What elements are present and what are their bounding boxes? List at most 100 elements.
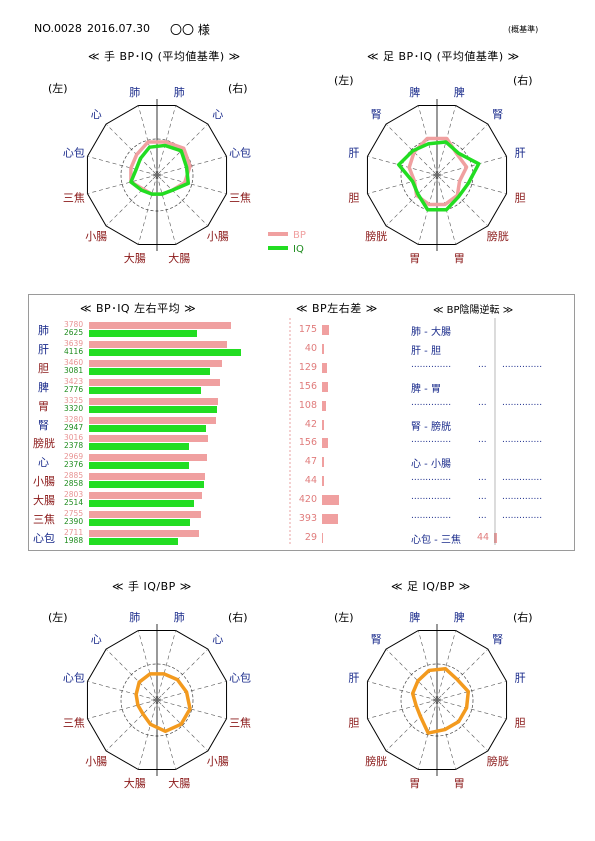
- row-label: 心包: [33, 531, 55, 545]
- row-diff-value: 129: [298, 361, 317, 373]
- row-iq-value: 3081: [64, 365, 84, 375]
- reversal-bar: [494, 532, 497, 543]
- row-iq-bar: [89, 405, 217, 413]
- radar-spoke: [156, 699, 176, 770]
- radar-spoke: [156, 699, 227, 719]
- row-iq-bar: [89, 462, 189, 470]
- hand-ratio-right: (右): [228, 611, 248, 624]
- radar-axis-label: 肝: [515, 672, 526, 685]
- row-diff-bar: [322, 476, 324, 487]
- row-diff-bar: [322, 532, 323, 543]
- row-label: 脾: [38, 380, 49, 394]
- hand-ratio-left: (左): [48, 611, 68, 624]
- reversal-dots-short: ...: [478, 511, 487, 521]
- radar-center-mark: [432, 699, 438, 705]
- radar-axis-label: 胆: [348, 716, 359, 729]
- row-iq-bar: [89, 519, 190, 526]
- reversal-dots: ..............: [411, 397, 452, 408]
- header-note: (概基準): [508, 25, 539, 34]
- row-bp-bar: [89, 359, 222, 367]
- reversal-dots-right: ..............: [502, 492, 543, 503]
- hand-ratio-title: ≪ 手 IQ/BP ≫: [112, 580, 192, 593]
- row-diff-value: 40: [304, 342, 317, 354]
- radar-center-mark: [436, 174, 442, 180]
- radar-series-ratio: [410, 666, 471, 735]
- hand-bpiq-right: (右): [228, 82, 248, 95]
- radar-spoke: [138, 174, 158, 245]
- radar-spoke: [436, 699, 507, 719]
- radar-spoke: [436, 699, 456, 770]
- row-iq-bar: [89, 424, 206, 432]
- reversal-dots-right: ..............: [502, 359, 543, 370]
- radar-spoke: [156, 105, 176, 176]
- radar-spoke: [87, 156, 158, 176]
- radar-spoke: [138, 105, 158, 176]
- reversal-title: ≪ BP陰陽逆転 ≫: [433, 305, 514, 316]
- avg-title: ≪ BP･IQ 左右平均 ≫: [80, 302, 197, 315]
- hand-bpiq-left: (左): [48, 82, 68, 95]
- radar-spoke: [367, 156, 438, 176]
- reversal-dots-right: ..............: [502, 435, 543, 446]
- reversal-dots-right: ..............: [502, 397, 543, 408]
- radar-spoke: [156, 648, 209, 701]
- radar-spoke: [138, 630, 158, 701]
- radar-axis-label: 心: [212, 633, 223, 646]
- radar-spoke: [87, 681, 158, 701]
- row-bp-bar: [89, 397, 218, 405]
- row-diff-value: 175: [298, 324, 317, 335]
- row-iq-bar: [89, 443, 189, 451]
- radar-axis-label: 心: [212, 108, 223, 121]
- radar-axis-label: 胃: [409, 252, 420, 265]
- radar-spoke: [87, 174, 158, 194]
- radar-center-mark: [152, 699, 158, 705]
- row-iq-value: 2858: [64, 479, 84, 489]
- hand-bpiq-title: ≪ 手 BP･IQ (平均値基準) ≫: [88, 50, 241, 63]
- reversal-dots-short: ...: [478, 397, 487, 408]
- bp-iq-legend: BP IQ: [268, 230, 306, 255]
- radar-spoke: [385, 123, 438, 176]
- row-label: 三焦: [33, 513, 55, 526]
- row-bp-bar: [89, 473, 205, 481]
- radar-axis-label: 三焦: [229, 191, 251, 204]
- radar-axis-label: 三焦: [63, 716, 85, 729]
- row-diff-value: 420: [298, 494, 317, 506]
- radar-center-mark: [152, 695, 158, 701]
- row-iq-bar: [89, 348, 241, 356]
- row-iq-value: 1988: [64, 535, 84, 545]
- row-iq-bar: [89, 386, 201, 394]
- radar-axis-label: 胆: [515, 716, 526, 729]
- row-iq-bar: [89, 330, 197, 337]
- reversal-pair: 腎 - 膀胱: [411, 421, 451, 433]
- reversal-dots: ..............: [411, 435, 452, 446]
- reversal-pair: 心包 - 三焦: [411, 534, 461, 546]
- radar-spoke: [156, 156, 227, 176]
- row-diff-bar: [322, 438, 328, 449]
- row-bp-value: 3639: [64, 338, 84, 348]
- row-bp-value: 3460: [64, 357, 84, 367]
- radar-center-mark: [432, 174, 438, 180]
- radar-axis-label: 膀胱: [365, 229, 387, 243]
- radar-spoke: [156, 174, 227, 194]
- reversal-dots: ..............: [411, 492, 452, 503]
- radar-axis-label: 腎: [492, 108, 503, 121]
- radar-axis-label: 肝: [348, 672, 359, 685]
- row-diff-bar: [322, 419, 324, 430]
- row-label: 心: [38, 456, 49, 470]
- radar-axis-label: 脾: [409, 610, 420, 624]
- row-label: 胃: [38, 399, 49, 413]
- row-bp-value: 2803: [64, 490, 84, 500]
- reversal-dots-short: ...: [478, 359, 487, 370]
- reversal-dots-right: ..............: [502, 511, 543, 521]
- radar-spoke: [436, 699, 489, 752]
- radar-axis-label: 腎: [371, 633, 382, 646]
- row-diff-value: 156: [298, 437, 317, 449]
- row-iq-value: 3320: [64, 403, 84, 413]
- radar-spoke: [436, 681, 507, 701]
- row-iq-value: 2625: [64, 328, 84, 337]
- radar-spoke: [367, 699, 438, 719]
- row-diff-bar: [322, 495, 339, 506]
- row-bp-bar: [89, 435, 208, 443]
- row-diff-bar: [322, 381, 328, 392]
